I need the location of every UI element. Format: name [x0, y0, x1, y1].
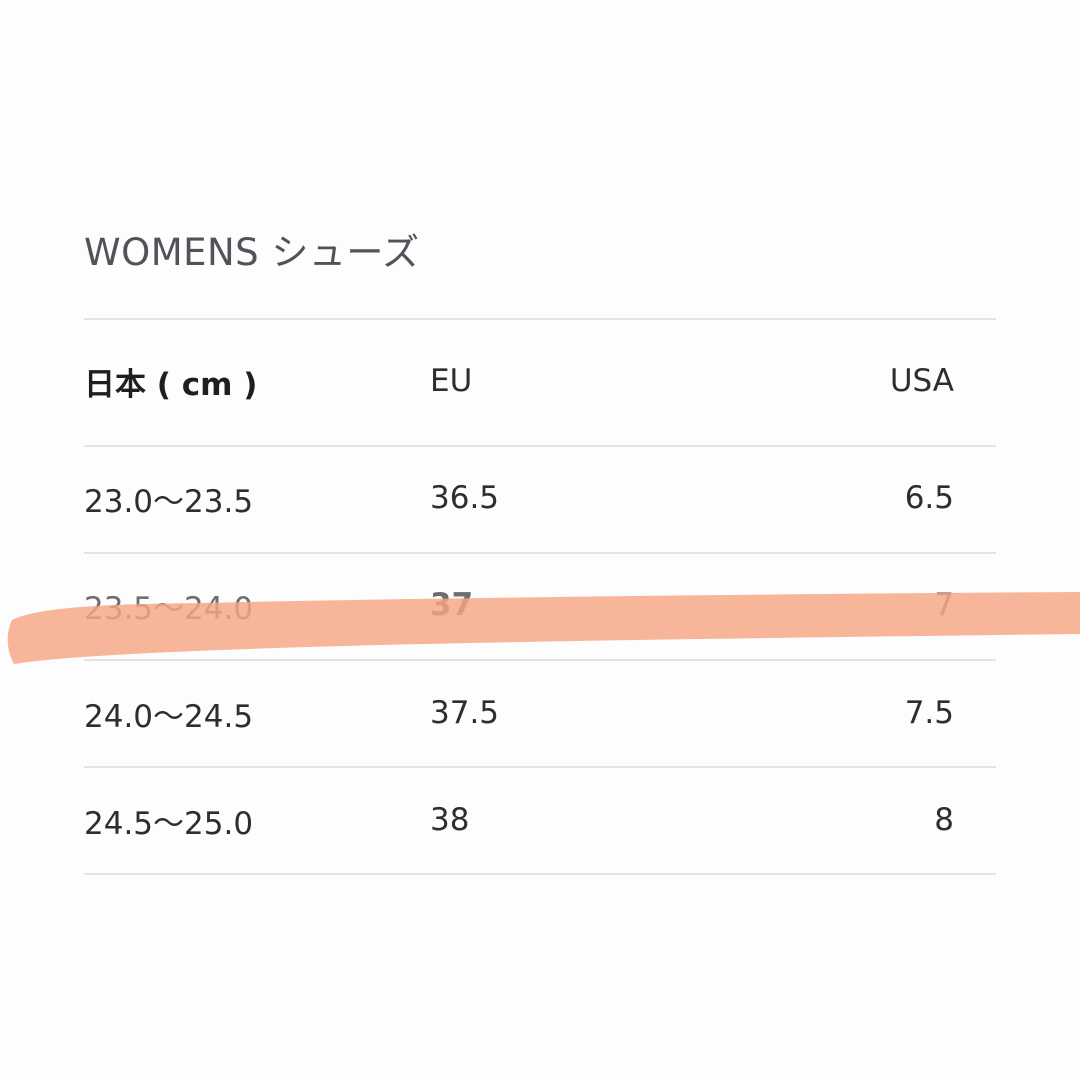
table-divider: [84, 659, 996, 661]
cell-japan-size: 23.0〜23.5: [84, 483, 254, 520]
cell-japan-size: 24.0〜24.5: [84, 698, 254, 735]
table-row-highlighted: 23.5〜24.0 37 7: [84, 575, 954, 635]
table-divider: [84, 318, 996, 320]
table-divider: [84, 552, 996, 554]
header-eu: EU: [430, 363, 473, 399]
cell-usa-size: 7.5: [904, 695, 954, 731]
cell-eu-size: 37: [430, 587, 474, 623]
table-divider: [84, 445, 996, 447]
cell-japan-size: 23.5〜24.0: [84, 590, 254, 627]
cell-eu-size: 36.5: [430, 480, 500, 516]
table-divider: [84, 873, 996, 875]
header-japan-cm: 日本 ( cm ): [84, 366, 258, 403]
cell-eu-size: 38: [430, 802, 470, 838]
table-row: 24.0〜24.5 37.5 7.5: [84, 683, 954, 743]
table-row: 24.5〜25.0 38 8: [84, 790, 954, 850]
cell-japan-size: 24.5〜25.0: [84, 805, 254, 842]
table-divider: [84, 766, 996, 768]
size-chart-title: WOMENS シューズ: [84, 231, 420, 274]
header-usa: USA: [889, 363, 954, 399]
cell-eu-size: 37.5: [430, 695, 500, 731]
cell-usa-size: 7: [934, 587, 954, 623]
cell-usa-size: 8: [934, 802, 954, 838]
table-row: 23.0〜23.5 36.5 6.5: [84, 468, 954, 528]
table-header-row: 日本 ( cm ) EU USA: [84, 351, 954, 411]
cell-usa-size: 6.5: [904, 480, 954, 516]
